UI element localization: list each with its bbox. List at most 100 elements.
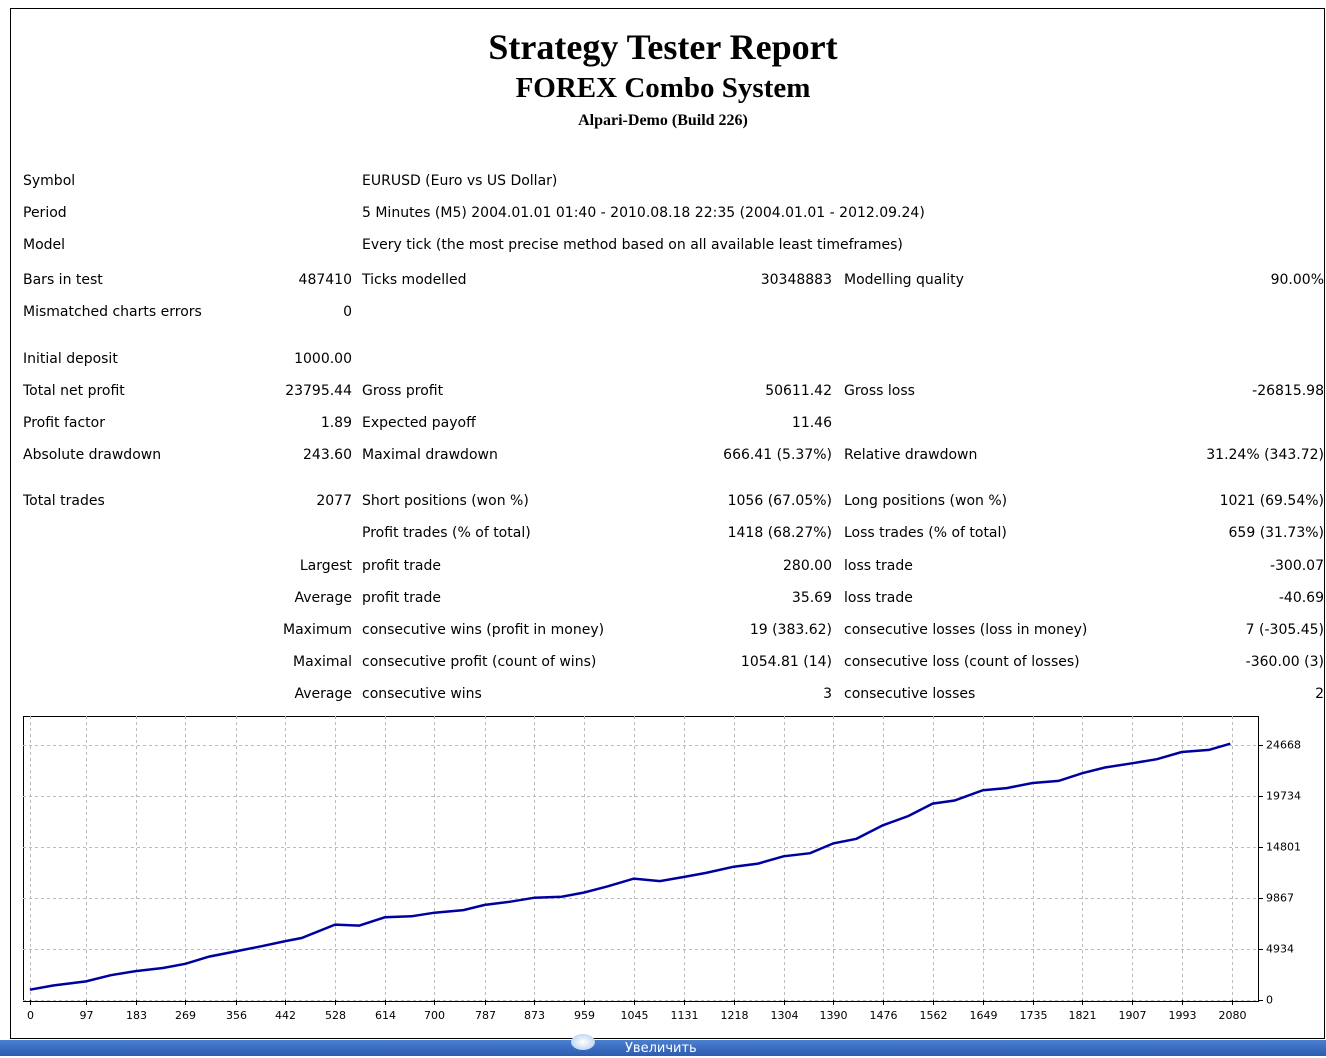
balance-line [29, 742, 1231, 991]
table-cell: 5 Minutes (M5) 2004.01.01 01:40 - 2010.0… [362, 205, 925, 221]
table-cell: Total trades [23, 493, 105, 509]
table-cell: 90.00% [1270, 272, 1324, 288]
table-cell: 2 [1315, 686, 1324, 702]
table-cell: Average [294, 590, 353, 606]
y-tick-label: 4934 [1266, 943, 1294, 956]
zoom-icon[interactable] [571, 1034, 595, 1050]
x-tick-label: 1218 [721, 1009, 749, 1022]
y-tick-label: 9867 [1266, 892, 1294, 905]
table-cell: -26815.98 [1252, 383, 1324, 399]
x-tick-label: 356 [226, 1009, 247, 1022]
x-tick-label: 528 [325, 1009, 346, 1022]
table-cell: Loss trades (% of total) [844, 525, 1007, 541]
table-cell: 243.60 [303, 447, 352, 463]
table-cell: Bars in test [23, 272, 103, 288]
table-cell: 2077 [316, 493, 352, 509]
x-tick-label: 97 [80, 1009, 94, 1022]
table-cell: Long positions (won %) [844, 493, 1008, 509]
table-cell: consecutive wins [362, 686, 482, 702]
report-subtitle: FOREX Combo System [515, 72, 811, 104]
table-cell: Largest [299, 558, 352, 574]
table-cell: profit trade [362, 558, 441, 574]
table-cell: 7 (-305.45) [1245, 622, 1324, 638]
x-tick-label: 183 [126, 1009, 147, 1022]
table-cell: 31.24% (343.72) [1206, 447, 1324, 463]
table-cell: Maximal drawdown [362, 447, 498, 463]
table-cell: Initial deposit [23, 351, 118, 367]
table-cell: Total net profit [23, 383, 125, 399]
x-tick-label: 269 [175, 1009, 196, 1022]
x-tick-label: 442 [275, 1009, 296, 1022]
table-cell: Modelling quality [844, 272, 964, 288]
table-cell: Maximal [293, 654, 352, 670]
table-cell: 35.69 [791, 590, 832, 606]
table-cell: Gross loss [844, 383, 915, 399]
x-tick-label: 959 [574, 1009, 595, 1022]
table-cell: 19 (383.62) [749, 622, 832, 638]
table-cell: 1.89 [320, 415, 352, 431]
x-tick-label: 700 [424, 1009, 445, 1022]
table-cell: Relative drawdown [844, 447, 978, 463]
x-tick-label: 1476 [870, 1009, 898, 1022]
table-cell: consecutive wins (profit in money) [362, 622, 605, 638]
server-name: Alpari-Demo (Build 226) [578, 112, 748, 129]
table-cell: Profit trades (% of total) [362, 525, 531, 541]
table-cell: Average [294, 686, 353, 702]
x-tick-label: 1304 [771, 1009, 799, 1022]
table-cell: 280.00 [783, 558, 832, 574]
report-title: Strategy Tester Report [488, 27, 838, 67]
table-cell: Gross profit [362, 383, 444, 399]
table-cell: -300.07 [1269, 558, 1324, 574]
table-cell: Mismatched charts errors [23, 304, 202, 320]
table-cell: Expected payoff [362, 415, 476, 431]
x-tick-label: 2080 [1219, 1009, 1247, 1022]
table-cell: consecutive losses [844, 686, 976, 702]
x-tick-label: 1649 [970, 1009, 998, 1022]
x-tick-label: 1045 [621, 1009, 649, 1022]
table-cell: 1021 (69.54%) [1219, 493, 1324, 509]
x-tick-label: 1993 [1169, 1009, 1197, 1022]
table-cell: -360.00 (3) [1245, 654, 1324, 670]
x-tick-label: 1390 [820, 1009, 848, 1022]
table-cell: -40.69 [1278, 590, 1324, 606]
table-cell: consecutive loss (count of losses) [844, 654, 1080, 670]
y-tick-label: 24668 [1266, 739, 1301, 752]
table-cell: 487410 [298, 272, 352, 288]
zoom-button[interactable]: Увеличить [625, 1041, 697, 1056]
table-cell: Profit factor [23, 415, 105, 431]
table-cell: EURUSD (Euro vs US Dollar) [362, 173, 558, 189]
table-cell: 3 [823, 686, 832, 702]
table-cell: 659 (31.73%) [1228, 525, 1324, 541]
table-cell: Ticks modelled [362, 272, 467, 288]
table-cell: Short positions (won %) [362, 493, 529, 509]
y-tick-label: 14801 [1266, 841, 1301, 854]
x-tick-label: 1821 [1069, 1009, 1097, 1022]
table-cell: Maximum [283, 622, 352, 638]
table-cell: consecutive profit (count of wins) [362, 654, 597, 670]
table-cell: profit trade [362, 590, 441, 606]
table-cell: Symbol [23, 173, 76, 189]
x-tick-label: 1907 [1119, 1009, 1147, 1022]
x-tick-label: 787 [475, 1009, 496, 1022]
table-cell: Period [23, 205, 67, 221]
table-cell: 1000.00 [294, 351, 352, 367]
footer-bar: Увеличить [0, 1034, 1326, 1056]
y-tick-label: 0 [1266, 994, 1273, 1007]
x-tick-label: 873 [524, 1009, 545, 1022]
table-cell: consecutive losses (loss in money) [844, 622, 1088, 638]
x-tick-label: 614 [375, 1009, 396, 1022]
x-tick-label: 1735 [1020, 1009, 1048, 1022]
table-cell: loss trade [844, 558, 913, 574]
report-border [10, 8, 1325, 1039]
table-cell: 1054.81 (14) [740, 654, 832, 670]
table-cell: 0 [343, 304, 352, 320]
table-cell: 11.46 [791, 415, 832, 431]
plot-area [23, 716, 1259, 1002]
x-tick-label: 0 [27, 1009, 34, 1022]
table-cell: loss trade [844, 590, 913, 606]
table-cell: Absolute drawdown [23, 447, 162, 463]
table-cell: 23795.44 [285, 383, 352, 399]
table-cell: Model [23, 237, 66, 253]
table-cell: 1056 (67.05%) [727, 493, 832, 509]
